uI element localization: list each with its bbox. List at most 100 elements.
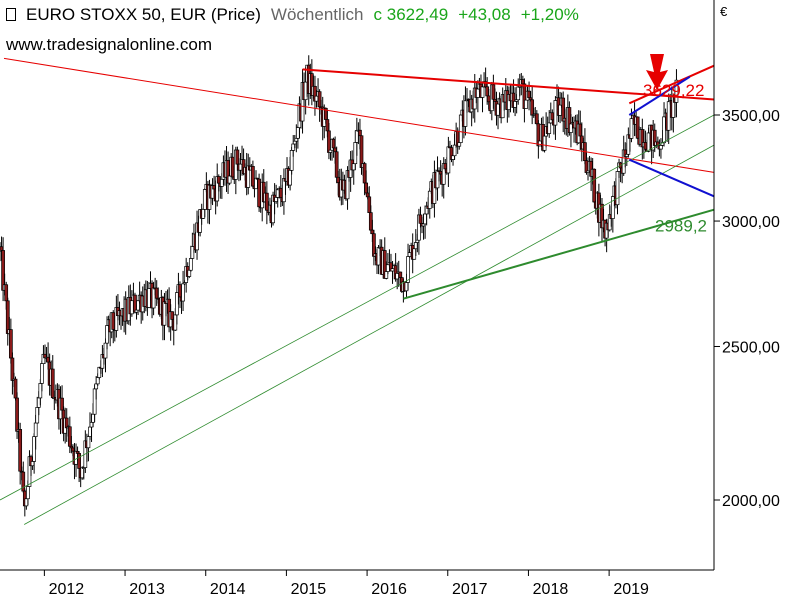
candle-body: [542, 135, 547, 151]
period-label: Wöchentlich: [270, 5, 364, 24]
candle-body: [362, 163, 367, 184]
candle-body: [491, 84, 496, 100]
candle-body: [629, 118, 634, 139]
candle-body: [30, 461, 35, 467]
candle-body: [170, 311, 175, 320]
resistance-value-label: 3629,22: [643, 81, 704, 100]
candle-body: [516, 86, 521, 101]
x-tick-label: 2015: [291, 581, 327, 598]
change-value: +43,08: [458, 5, 511, 24]
candle-body: [190, 246, 195, 259]
candle-body: [513, 101, 517, 108]
candle-body: [181, 283, 185, 302]
candle-body: [376, 247, 381, 266]
candle-body: [558, 104, 562, 116]
candle-body: [175, 292, 179, 316]
candle-body: [370, 229, 375, 235]
channel-lower-line: [628, 158, 715, 198]
candle-body: [351, 163, 356, 171]
candle-body: [235, 149, 240, 165]
candle-body: [36, 397, 41, 408]
currency-symbol: €: [720, 4, 728, 19]
collapse-box-icon[interactable]: [6, 8, 16, 21]
candle-body: [103, 342, 108, 359]
candle-body: [553, 100, 558, 126]
x-tick-label: 2019: [613, 581, 649, 598]
candle-body: [395, 273, 400, 280]
candle-body: [438, 171, 443, 175]
candle-body: [359, 135, 364, 168]
channel-upper-line: [628, 75, 691, 116]
candle-body: [418, 214, 423, 224]
axes: € 2000,00 2500,00 3000,00 3500,00 2012 2013 20…: [0, 0, 780, 598]
candle-body: [353, 142, 358, 165]
candle-body: [317, 91, 322, 108]
candle-body: [390, 268, 395, 272]
candle-body: [328, 149, 333, 153]
candle-body: [133, 294, 137, 313]
x-tick-label: 2012: [49, 581, 85, 598]
y-tick-label: 2000,00: [722, 493, 780, 510]
candle-body: [314, 95, 319, 102]
candle-body: [97, 366, 102, 378]
candle-body: [5, 300, 10, 334]
instrument-title: EURO STOXX 50, EUR (Price): [26, 5, 261, 24]
candle-body: [265, 192, 269, 211]
candle-body: [334, 151, 339, 178]
candle-body: [427, 190, 432, 209]
candle-body: [18, 429, 23, 472]
candle-body: [50, 368, 55, 399]
candle-body: [527, 90, 531, 99]
candle-body: [24, 498, 29, 507]
candle-body: [296, 127, 300, 139]
resistance-line-long: [3, 57, 715, 173]
candle-body: [4, 284, 9, 302]
candle-body: [384, 271, 389, 279]
website-label: www.tradesignalonline.com: [6, 35, 212, 54]
candle-body: [151, 287, 156, 309]
candle-body: [303, 81, 308, 101]
candle-body: [227, 175, 232, 184]
y-tick-label: 2500,00: [722, 339, 780, 356]
support-line-long-2: [24, 144, 715, 525]
candle-body: [463, 100, 468, 127]
y-tick-label: 3500,00: [722, 108, 780, 125]
candle-body: [413, 242, 418, 250]
candle-body: [367, 196, 372, 213]
candle-body: [364, 182, 369, 194]
candle-body: [292, 140, 297, 145]
candle-body: [111, 312, 116, 330]
candle-body: [412, 248, 417, 260]
candle-body: [358, 129, 362, 137]
candle-body: [230, 156, 235, 178]
candle-body: [15, 397, 19, 432]
candle-body: [238, 163, 243, 171]
candle-body: [662, 116, 666, 144]
candle-body: [615, 171, 620, 206]
candle-body: [26, 486, 30, 500]
candle-body: [89, 421, 94, 428]
candle-body: [10, 357, 15, 381]
candle-body: [251, 166, 255, 187]
candle-body: [92, 388, 97, 415]
candle-body: [407, 252, 412, 257]
candle-body: [354, 130, 359, 143]
candle-body: [530, 99, 535, 116]
candle-body: [452, 144, 457, 157]
candle-body: [458, 114, 463, 143]
plot-layer: [0, 55, 679, 517]
candle-body: [67, 426, 72, 447]
candle-body: [147, 288, 151, 308]
candle-body: [86, 436, 91, 449]
candle-body: [327, 130, 331, 153]
candle-body: [154, 287, 159, 299]
candle-body: [201, 208, 206, 219]
candle-body: [173, 314, 178, 331]
candle-body: [33, 422, 38, 437]
candle-body: [220, 178, 224, 187]
candle-body: [333, 147, 337, 153]
candle-body: [550, 112, 555, 121]
candle-body: [534, 113, 539, 125]
candle-body: [372, 233, 376, 257]
candle-body: [105, 325, 109, 344]
